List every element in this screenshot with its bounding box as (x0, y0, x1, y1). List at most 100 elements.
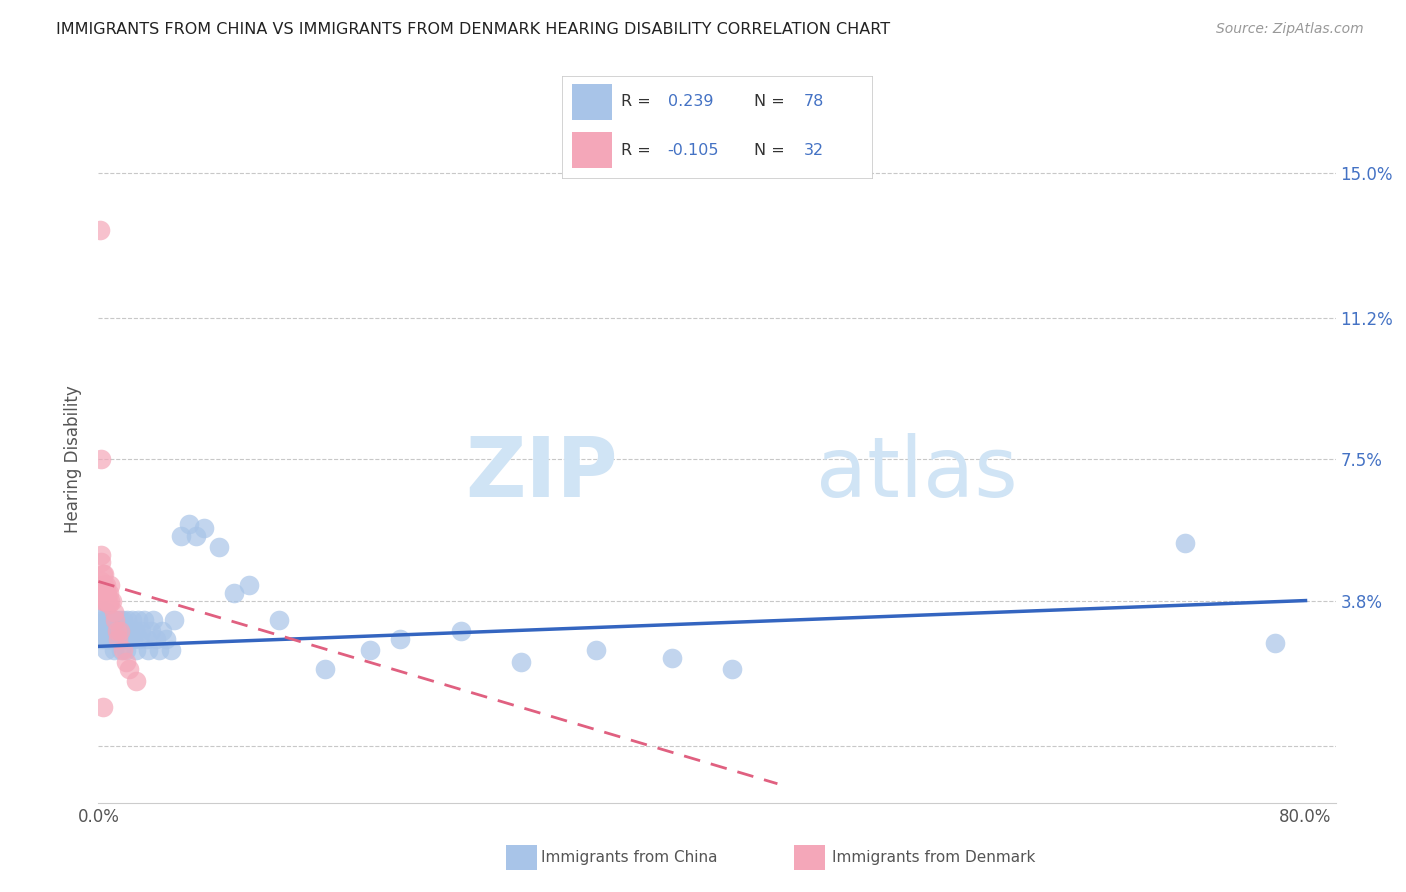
Point (93, 632, 115, 646)
Text: IMMIGRANTS FROM CHINA VS IMMIGRANTS FROM DENMARK HEARING DISABILITY CORRELATION : IMMIGRANTS FROM CHINA VS IMMIGRANTS FROM… (56, 22, 890, 37)
Point (177, 517, 200, 532)
Point (91, 605, 114, 619)
Point (1264, 635, 1286, 649)
Point (107, 632, 129, 646)
Text: R =: R = (621, 143, 657, 158)
Point (136, 643, 159, 657)
Point (101, 624, 124, 639)
Point (124, 624, 146, 639)
Point (141, 624, 163, 639)
Point (104, 613, 127, 627)
Text: 78: 78 (804, 95, 824, 110)
Point (96, 593, 118, 607)
Point (96, 586, 118, 600)
Point (91, 700, 114, 714)
Text: Source: ZipAtlas.com: Source: ZipAtlas.com (1216, 22, 1364, 37)
Point (111, 613, 134, 627)
Point (90, 555, 112, 570)
Point (114, 655, 136, 669)
Point (91, 566, 114, 581)
Text: atlas: atlas (815, 433, 1018, 514)
Point (105, 613, 128, 627)
Point (135, 632, 157, 646)
Point (269, 613, 291, 627)
Text: 0.239: 0.239 (668, 95, 713, 110)
Text: 32: 32 (804, 143, 824, 158)
Point (91, 593, 114, 607)
Point (117, 632, 139, 646)
Point (450, 624, 472, 639)
Point (115, 613, 138, 627)
Point (186, 529, 208, 543)
Point (89, 624, 111, 639)
Point (103, 643, 125, 657)
FancyBboxPatch shape (572, 132, 612, 168)
Point (208, 540, 231, 554)
Point (117, 662, 139, 676)
Point (132, 613, 155, 627)
Point (509, 655, 531, 669)
Point (98, 598, 121, 612)
Point (114, 643, 136, 657)
Text: Immigrants from China: Immigrants from China (541, 850, 718, 864)
Point (129, 624, 152, 639)
Point (127, 613, 149, 627)
Point (125, 673, 148, 688)
Point (359, 643, 381, 657)
Point (114, 624, 136, 639)
Point (108, 632, 131, 646)
Text: R =: R = (621, 95, 657, 110)
Point (90, 548, 112, 562)
Point (121, 613, 143, 627)
Point (108, 613, 131, 627)
FancyBboxPatch shape (572, 84, 612, 120)
Y-axis label: Hearing Disability: Hearing Disability (65, 385, 83, 533)
Point (94, 578, 117, 592)
Point (107, 624, 129, 639)
Point (100, 613, 122, 627)
Point (224, 586, 246, 600)
Point (103, 624, 125, 639)
Point (104, 616, 127, 631)
Point (148, 643, 170, 657)
Point (94, 605, 117, 619)
Point (93, 566, 115, 581)
Point (91, 613, 114, 627)
Point (94, 643, 117, 657)
Point (90, 632, 112, 646)
Point (100, 578, 122, 592)
Point (661, 650, 683, 665)
Point (105, 624, 128, 639)
Point (94, 593, 117, 607)
Point (89, 586, 111, 600)
Point (96, 624, 118, 639)
Point (1174, 536, 1197, 550)
Point (314, 662, 336, 676)
Point (111, 643, 134, 657)
Point (193, 521, 215, 535)
Point (110, 624, 132, 639)
Point (110, 643, 132, 657)
Point (163, 613, 186, 627)
Point (93, 593, 115, 607)
Point (96, 613, 118, 627)
Point (125, 643, 148, 657)
Point (98, 632, 121, 646)
Point (160, 643, 183, 657)
Text: N =: N = (754, 143, 790, 158)
Point (98, 586, 121, 600)
Point (108, 624, 131, 639)
Point (100, 632, 122, 646)
Text: ZIP: ZIP (465, 433, 619, 514)
Point (122, 632, 145, 646)
Point (101, 593, 124, 607)
Point (107, 632, 129, 646)
Point (94, 624, 117, 639)
Point (585, 643, 607, 657)
Point (91, 578, 114, 592)
Point (155, 632, 177, 646)
Point (93, 578, 115, 592)
Point (150, 624, 173, 639)
Point (389, 632, 412, 646)
Point (145, 632, 167, 646)
